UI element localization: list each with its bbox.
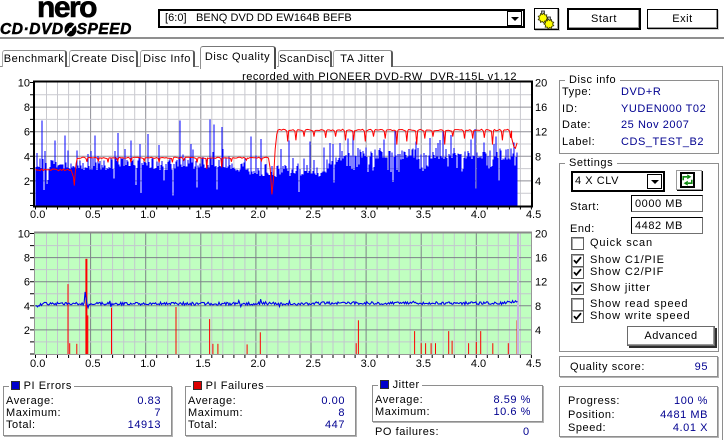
- svg-text:2.5: 2.5: [306, 358, 321, 370]
- svg-text:3.5: 3.5: [416, 358, 431, 370]
- svg-text:4.0: 4.0: [471, 358, 486, 370]
- svg-text:20: 20: [535, 229, 547, 241]
- svg-text:8: 8: [535, 151, 541, 163]
- svg-text:16: 16: [535, 102, 547, 114]
- svg-text:4.0: 4.0: [471, 209, 486, 221]
- svg-text:6: 6: [24, 127, 30, 139]
- svg-text:3.0: 3.0: [361, 209, 376, 221]
- svg-text:3.5: 3.5: [416, 209, 431, 221]
- svg-text:1.5: 1.5: [195, 358, 210, 370]
- svg-text:16: 16: [535, 253, 547, 265]
- svg-text:10: 10: [18, 78, 30, 90]
- svg-text:0.5: 0.5: [85, 209, 100, 221]
- svg-text:4.5: 4.5: [526, 358, 541, 370]
- svg-text:recorded with PIONEER DVD-RW: recorded with PIONEER DVD-RW DVR-115L v1…: [242, 71, 517, 83]
- svg-text:4: 4: [24, 151, 30, 163]
- svg-text:8: 8: [535, 301, 541, 313]
- svg-text:1.5: 1.5: [195, 209, 210, 221]
- svg-text:0.5: 0.5: [85, 358, 100, 370]
- svg-text:6: 6: [24, 277, 30, 289]
- svg-text:1.0: 1.0: [140, 209, 155, 221]
- svg-text:12: 12: [535, 127, 547, 139]
- svg-text:4: 4: [24, 301, 30, 313]
- svg-text:2.0: 2.0: [250, 358, 265, 370]
- svg-text:8: 8: [24, 102, 30, 114]
- svg-text:4: 4: [535, 325, 541, 337]
- svg-text:0.0: 0.0: [30, 358, 45, 370]
- svg-text:4.5: 4.5: [526, 209, 541, 221]
- svg-text:2.0: 2.0: [250, 209, 265, 221]
- svg-text:4: 4: [535, 176, 541, 188]
- svg-text:3.0: 3.0: [361, 358, 376, 370]
- svg-text:2: 2: [24, 325, 30, 337]
- svg-text:1.0: 1.0: [140, 358, 155, 370]
- svg-text:0.0: 0.0: [30, 209, 45, 221]
- svg-text:10: 10: [18, 229, 30, 241]
- svg-text:12: 12: [535, 277, 547, 289]
- svg-text:2.5: 2.5: [306, 209, 321, 221]
- svg-text:2: 2: [24, 176, 30, 188]
- svg-text:20: 20: [535, 78, 547, 90]
- svg-text:8: 8: [24, 253, 30, 265]
